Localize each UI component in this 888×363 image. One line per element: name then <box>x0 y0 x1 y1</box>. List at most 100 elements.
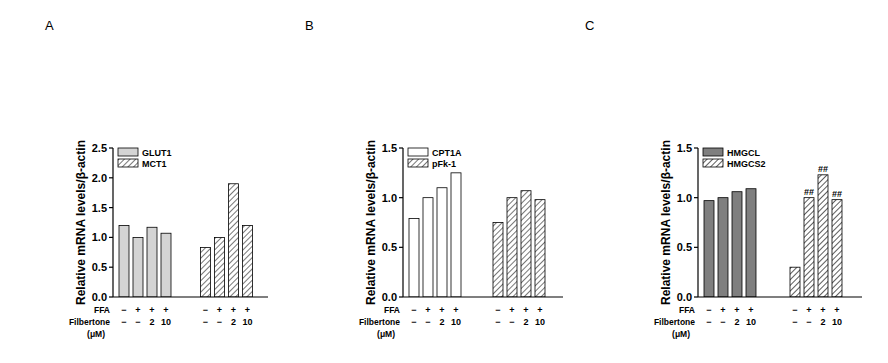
panel: BRelative mRNA levels/β-actin0.00.51.01.… <box>305 18 563 339</box>
bar <box>229 184 239 297</box>
x-row-label: FFA <box>94 305 110 315</box>
bar <box>790 267 800 297</box>
annotation: ## <box>804 187 814 197</box>
x-row-value: 2 <box>149 317 154 327</box>
x-row-value: 2 <box>231 317 236 327</box>
x-row-value: 2 <box>734 317 739 327</box>
y-tick <box>399 147 403 148</box>
bars <box>409 173 545 297</box>
x-row-value: + <box>217 305 222 315</box>
x-row-value: + <box>231 305 236 315</box>
x-row-value: + <box>734 305 739 315</box>
y-tick <box>109 267 113 268</box>
bars <box>704 175 842 297</box>
bar <box>119 225 129 297</box>
panel-letter: B <box>305 18 314 33</box>
legend-swatch <box>703 159 723 167</box>
bar <box>201 248 211 297</box>
x-row-label: Filbertone <box>654 317 695 327</box>
x-axis <box>403 296 563 297</box>
x-row-value: − <box>121 305 126 315</box>
x-row-value: + <box>537 305 542 315</box>
x-row-value: − <box>706 305 711 315</box>
figure: A Relative mRNA levels/β-actin 0.0 0.5 1.0 1.… <box>0 0 888 363</box>
x-row-value: + <box>806 305 811 315</box>
legend-label: HMGCL <box>727 148 760 158</box>
x-row-value: 10 <box>832 317 842 327</box>
panel-letter: A <box>45 18 54 33</box>
y-tick-label: 1.5 <box>92 202 107 214</box>
y-tick <box>109 207 113 208</box>
x-row-value: − <box>806 317 811 327</box>
x-row-value: 10 <box>535 317 545 327</box>
x-row-value: − <box>121 317 126 327</box>
bar <box>437 188 447 297</box>
y-tick <box>399 247 403 248</box>
y-tick <box>109 177 113 178</box>
y-tick-label: 1.0 <box>92 231 107 243</box>
legend-label: pFk-1 <box>432 159 456 169</box>
x-row-label: Filbertone <box>359 317 400 327</box>
legend: GLUT1MCT1 <box>118 148 172 169</box>
x-row-value: + <box>748 305 753 315</box>
x-row-value: − <box>203 317 208 327</box>
x-row-value: 10 <box>161 317 171 327</box>
x-row-value: + <box>509 305 514 315</box>
x-row-value: − <box>495 305 500 315</box>
legend-swatch <box>118 148 138 156</box>
annotation: ## <box>818 164 828 174</box>
bar <box>732 192 742 297</box>
bar <box>409 219 419 297</box>
x-row-value: + <box>425 305 430 315</box>
x-row-value: + <box>523 305 528 315</box>
y-tick <box>399 197 403 198</box>
x-row-label: FFA <box>679 305 695 315</box>
x-row-label: Filbertone <box>69 317 110 327</box>
bar <box>215 237 225 297</box>
x-row-value: − <box>425 317 430 327</box>
legend-swatch <box>408 159 428 167</box>
bar <box>704 201 714 297</box>
bar <box>718 198 728 297</box>
x-row-value: + <box>245 305 250 315</box>
bar <box>423 198 433 297</box>
bar <box>746 189 756 297</box>
panel: CRelative mRNA levels/β-actin######0.00.… <box>585 18 862 339</box>
x-row-value: − <box>792 317 797 327</box>
y-tick-label: 0.0 <box>382 291 397 303</box>
y-axis <box>112 148 113 297</box>
y-tick-label: 0.0 <box>677 291 692 303</box>
legend-label: MCT1 <box>142 159 167 169</box>
x-row-value: + <box>834 305 839 315</box>
panel: ARelative mRNA levels/β-actin0.00.51.01.… <box>45 18 268 339</box>
x-axis <box>113 296 268 297</box>
legend-swatch <box>703 148 723 156</box>
legend-swatch <box>408 148 428 156</box>
bar <box>493 223 503 298</box>
x-row-label: FFA <box>384 305 400 315</box>
y-axis-label: Relative mRNA levels/β-actin <box>659 140 673 305</box>
y-tick-label: 0.5 <box>92 261 107 273</box>
x-row-value: − <box>720 317 725 327</box>
x-row-value: − <box>411 305 416 315</box>
x-row-unit: (μM) <box>87 329 105 339</box>
x-row-value: − <box>135 317 140 327</box>
panel-letter: C <box>585 18 594 33</box>
x-row-value: 10 <box>746 317 756 327</box>
legend-swatch <box>118 159 138 167</box>
bar <box>521 191 531 297</box>
bars <box>119 184 253 297</box>
y-axis <box>697 148 698 297</box>
bar <box>243 225 253 297</box>
x-row-unit: (μM) <box>672 329 690 339</box>
bar <box>507 198 517 297</box>
y-axis-label: Relative mRNA levels/β-actin <box>364 140 378 305</box>
legend: HMGCLHMGCS2 <box>703 148 766 169</box>
legend: CPT1ApFk-1 <box>408 148 462 169</box>
x-row-value: − <box>217 317 222 327</box>
x-row-value: 10 <box>451 317 461 327</box>
bar <box>147 227 157 297</box>
y-axis <box>402 148 403 297</box>
bar <box>804 198 814 297</box>
x-row-value: − <box>792 305 797 315</box>
